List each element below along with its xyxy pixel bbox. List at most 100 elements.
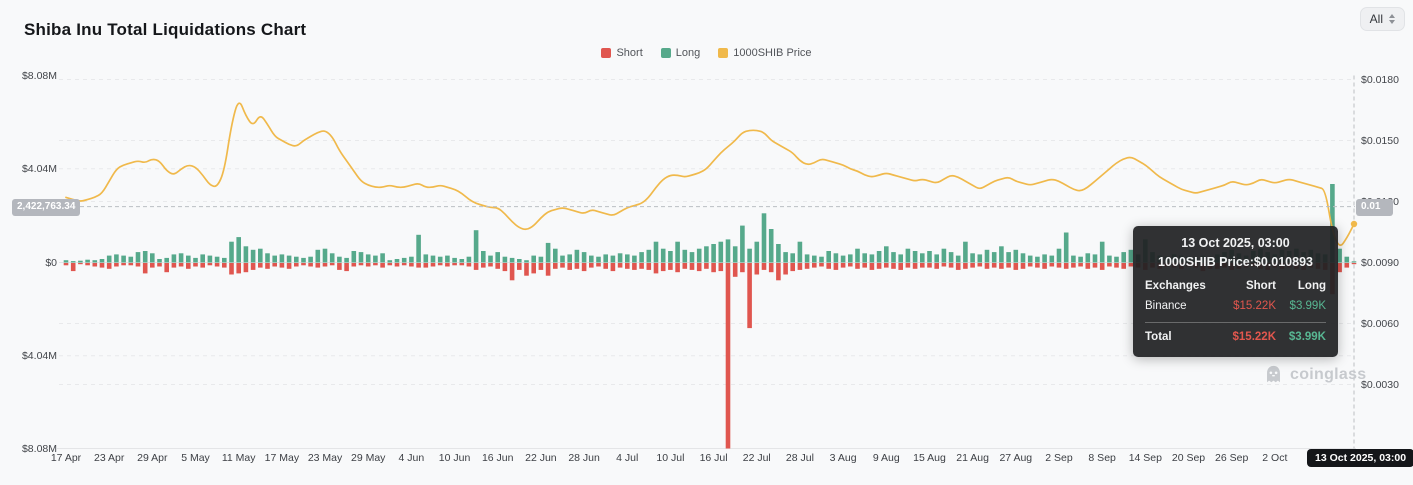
- bar-long[interactable]: [826, 251, 831, 263]
- bar-long[interactable]: [790, 253, 795, 263]
- bar-long[interactable]: [1049, 255, 1055, 263]
- bar-short[interactable]: [437, 263, 443, 266]
- bar-long[interactable]: [416, 234, 421, 263]
- bar-long[interactable]: [848, 254, 853, 263]
- bar-long[interactable]: [164, 257, 169, 263]
- bar-long[interactable]: [373, 255, 378, 263]
- bar-long[interactable]: [301, 257, 306, 263]
- bar-long[interactable]: [1042, 254, 1047, 263]
- bar-long[interactable]: [884, 246, 889, 263]
- bar-long[interactable]: [1121, 252, 1126, 263]
- bar-short[interactable]: [85, 263, 90, 266]
- bar-short[interactable]: [509, 263, 515, 281]
- bar-short[interactable]: [625, 263, 630, 269]
- bar-short[interactable]: [1114, 263, 1119, 268]
- bar-short[interactable]: [812, 263, 817, 268]
- bar-short[interactable]: [754, 263, 760, 275]
- bar-short[interactable]: [1006, 263, 1011, 268]
- bar-long[interactable]: [747, 248, 752, 263]
- bar-short[interactable]: [286, 263, 292, 269]
- bar-long[interactable]: [905, 248, 911, 263]
- bar-short[interactable]: [545, 263, 551, 276]
- bar-short[interactable]: [869, 263, 875, 270]
- bar-long[interactable]: [567, 254, 572, 263]
- bar-long[interactable]: [948, 252, 954, 263]
- bar-short[interactable]: [646, 263, 652, 270]
- bar-short[interactable]: [660, 263, 666, 272]
- bar-long[interactable]: [1099, 241, 1105, 263]
- bar-short[interactable]: [1128, 263, 1134, 267]
- bar-short[interactable]: [934, 263, 939, 269]
- bar-long[interactable]: [920, 253, 925, 263]
- bar-long[interactable]: [876, 251, 882, 263]
- bar-short[interactable]: [459, 263, 465, 266]
- bar-long[interactable]: [452, 257, 457, 263]
- bar-short[interactable]: [207, 263, 213, 266]
- bar-short[interactable]: [891, 263, 896, 269]
- bar-long[interactable]: [1027, 255, 1033, 263]
- bar-long[interactable]: [466, 256, 472, 263]
- bar-short[interactable]: [186, 263, 191, 269]
- bar-short[interactable]: [63, 263, 69, 266]
- bar-short[interactable]: [790, 263, 795, 272]
- bar-long[interactable]: [812, 255, 817, 263]
- bar-short[interactable]: [898, 263, 903, 270]
- bar-short[interactable]: [1042, 263, 1047, 269]
- bar-short[interactable]: [517, 263, 522, 270]
- bar-long[interactable]: [819, 256, 824, 263]
- bar-short[interactable]: [538, 263, 544, 270]
- bar-short[interactable]: [258, 263, 263, 268]
- bar-short[interactable]: [797, 263, 803, 270]
- bar-short[interactable]: [826, 263, 831, 269]
- bar-short[interactable]: [927, 263, 932, 268]
- bar-short[interactable]: [581, 263, 587, 272]
- bar-long[interactable]: [639, 252, 644, 263]
- bar-long[interactable]: [740, 225, 745, 263]
- bar-short[interactable]: [272, 263, 277, 267]
- bar-long[interactable]: [1128, 249, 1134, 263]
- bar-short[interactable]: [78, 263, 83, 265]
- bar-long[interactable]: [488, 255, 493, 263]
- bar-long[interactable]: [617, 253, 623, 263]
- bar-long[interactable]: [236, 237, 241, 263]
- bar-long[interactable]: [329, 253, 335, 263]
- bar-long[interactable]: [358, 252, 364, 263]
- bar-long[interactable]: [380, 253, 385, 263]
- bar-long[interactable]: [265, 253, 270, 263]
- bar-short[interactable]: [1092, 263, 1098, 268]
- bar-short[interactable]: [668, 263, 673, 270]
- bar-long[interactable]: [401, 257, 407, 263]
- bar-short[interactable]: [222, 263, 227, 268]
- bar-long[interactable]: [660, 248, 666, 263]
- bar-short[interactable]: [1063, 263, 1069, 269]
- bar-short[interactable]: [862, 263, 867, 268]
- bar-long[interactable]: [560, 255, 565, 263]
- bar-long[interactable]: [272, 255, 277, 263]
- bar-short[interactable]: [560, 263, 565, 268]
- bar-long[interactable]: [509, 257, 515, 263]
- bar-long[interactable]: [732, 246, 738, 263]
- bar-short[interactable]: [855, 263, 860, 269]
- bar-short[interactable]: [905, 263, 911, 268]
- bar-long[interactable]: [1114, 256, 1119, 263]
- bar-short[interactable]: [178, 263, 184, 267]
- bar-short[interactable]: [92, 263, 98, 267]
- bar-short[interactable]: [150, 263, 155, 268]
- bar-short[interactable]: [955, 263, 961, 270]
- bar-long[interactable]: [797, 241, 803, 263]
- bar-long[interactable]: [718, 241, 724, 263]
- bar-long[interactable]: [207, 255, 213, 263]
- legend-item-short[interactable]: Short: [601, 47, 643, 59]
- bar-long[interactable]: [308, 256, 313, 263]
- bar-long[interactable]: [121, 255, 126, 263]
- bar-long[interactable]: [157, 259, 162, 263]
- bar-long[interactable]: [322, 248, 328, 263]
- bar-short[interactable]: [610, 263, 616, 272]
- bar-short[interactable]: [1020, 263, 1026, 269]
- bar-long[interactable]: [524, 260, 529, 263]
- bar-short[interactable]: [1035, 263, 1040, 268]
- bar-short[interactable]: [473, 263, 479, 270]
- bar-short[interactable]: [1013, 263, 1019, 270]
- bar-long[interactable]: [243, 246, 249, 263]
- bar-long[interactable]: [646, 249, 652, 263]
